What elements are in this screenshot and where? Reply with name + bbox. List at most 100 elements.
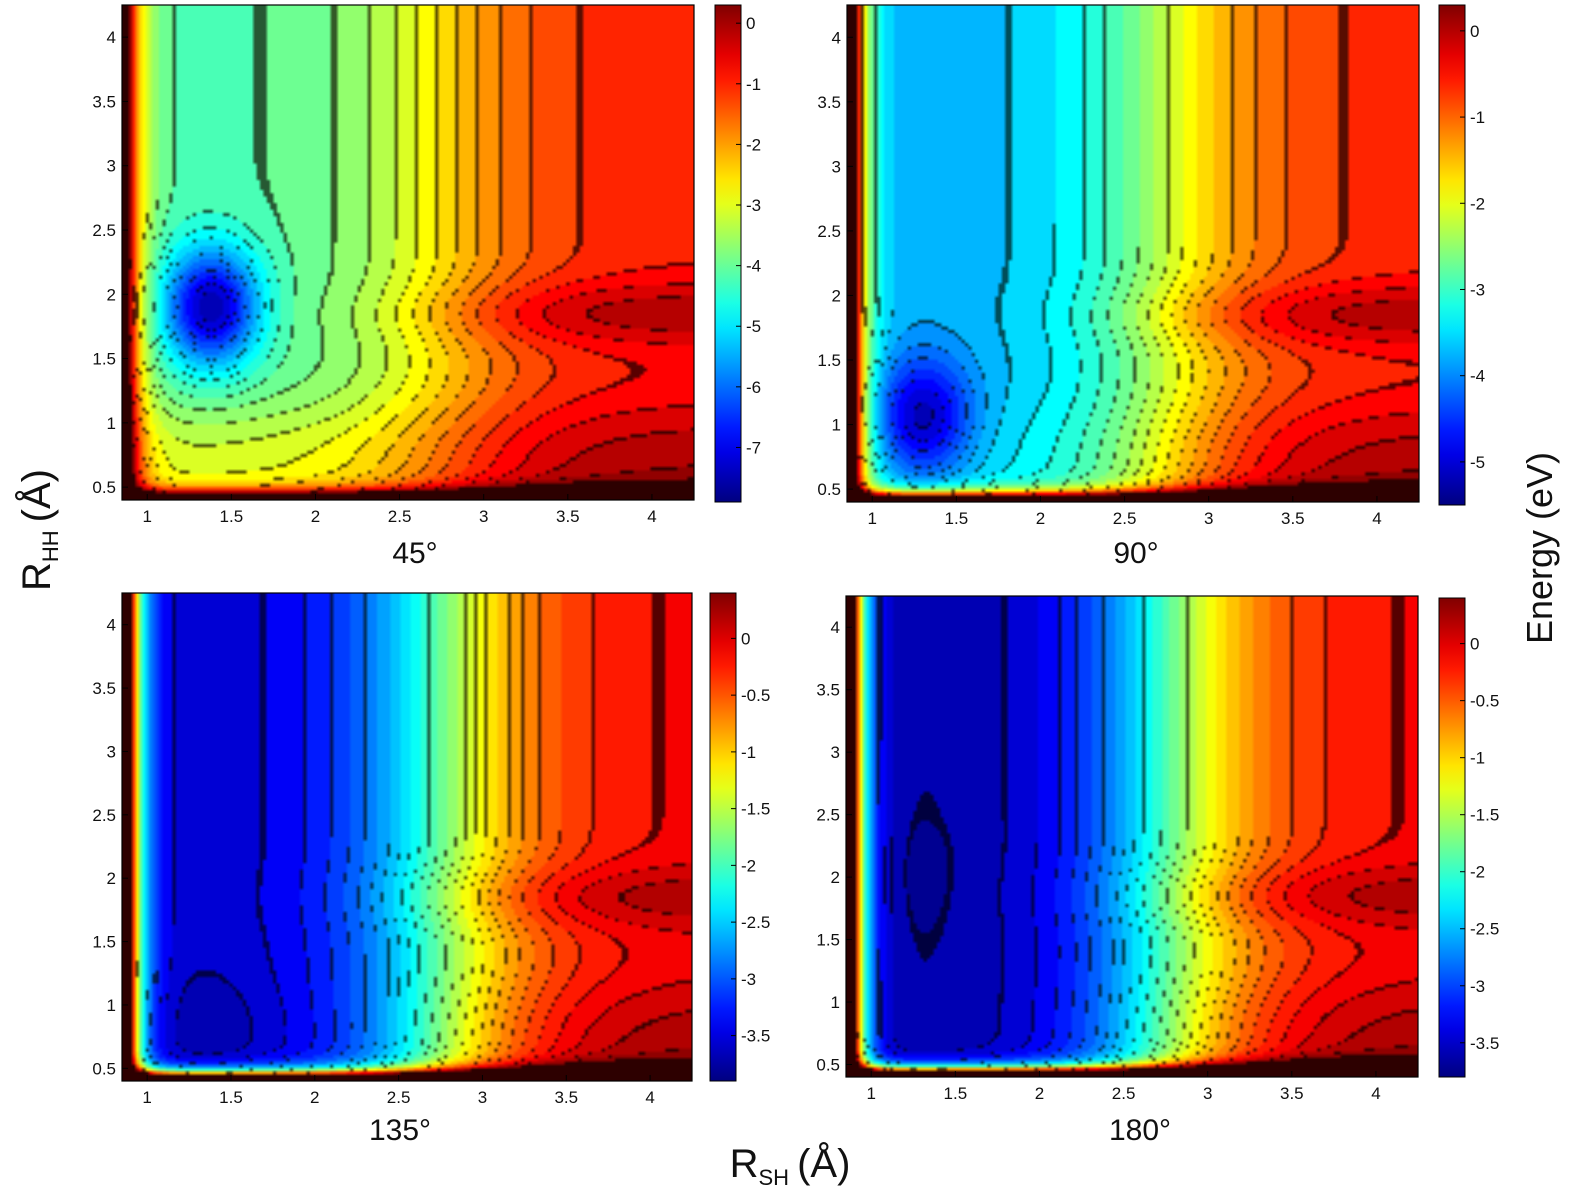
x-tick-label: 3 [1204,509,1213,528]
colorbar-tick-label: -2.5 [741,913,770,932]
x-tick-label: 1 [868,509,877,528]
colorbar-tick-label: -1.5 [741,800,770,819]
y-tick-label: 3.5 [92,92,116,111]
x-tick-label: 1 [867,1084,876,1103]
ylabel-unit: (Å) [14,469,59,522]
x-tick-label: 1.5 [220,507,244,526]
y-tick-label: 1 [107,414,116,433]
y-tick-label: 1.5 [92,933,116,952]
colorbar-tick-label: -7 [746,438,761,457]
x-tick-label: 3.5 [1280,1084,1304,1103]
panel-1: 1 1.5 2 2.5 3 3.5 4 0.5 1 1.5 2 2.5 3 3.5 4 45° 0 -1 -2 -3 -… [92,4,761,570]
contour-map [122,593,692,1081]
y-tick-label: 3 [831,743,840,762]
colorbar-tick-label: -5 [1470,453,1485,472]
y-tick-label: 1 [832,416,841,435]
x-tick-label: 3.5 [556,507,580,526]
xlabel-unit: (Å) [797,1141,850,1186]
x-tick-label: 2 [311,507,320,526]
panel-title: 135° [369,1114,431,1147]
colorbar-tick-label: -1 [1470,108,1485,127]
y-tick-label: 2.5 [92,221,116,240]
colorbar-tick-label: -4 [746,257,761,276]
x-tick-label: 4 [647,507,656,526]
colorbar [1438,4,1466,506]
panel-2: 1 1.5 2 2.5 3 3.5 4 0.5 1 1.5 2 2.5 3 3.5 4 90° 0 -1 -2 -3 -… [817,4,1485,570]
ylabel-main: R [15,562,59,591]
y-tick-label: 2.5 [816,806,840,825]
colorbar-tick-label: -1 [1470,749,1485,768]
colorbar [709,592,737,1082]
panel-title: 180° [1109,1114,1171,1147]
xlabel-sub: SH [759,1165,790,1190]
y-tick-label: 2.5 [92,806,116,825]
colorbar-tick-label: -2 [741,856,756,875]
y-tick-label: 1 [107,996,116,1015]
panel-title: 90° [1113,537,1158,570]
colorbar-tick-label: -4 [1470,367,1485,386]
colorbar [714,4,742,503]
colorbar-tick-label: -1.5 [1470,806,1499,825]
colorbar-tick-label: 0 [741,629,750,648]
y-tick-label: 2 [107,285,116,304]
colorbar-tick-label: -3.5 [1470,1034,1499,1053]
x-tick-label: 1 [142,1088,151,1107]
x-tick-label: 2 [310,1088,319,1107]
colorbar-tick-label: -2.5 [1470,920,1499,939]
x-tick-label: 4 [1372,509,1381,528]
colorbar [1438,597,1466,1078]
y-tick-label: 0.5 [816,1056,840,1075]
panels: 1 1.5 2 2.5 3 3.5 4 0.5 1 1.5 2 2.5 3 3.5 4 45° 0 -1 -2 -3 -… [92,4,1499,1147]
contour-map [122,5,694,500]
colorbar-tick-label: -0.5 [1470,692,1499,711]
x-tick-label: 4 [645,1088,654,1107]
xlabel-main: R [730,1142,759,1186]
y-tick-label: 1.5 [816,931,840,950]
colorbar-tick-label: 0 [746,14,755,33]
colorbar-tick-label: -2 [746,135,761,154]
colorbar-tick-label: -1 [746,75,761,94]
y-tick-label: 1.5 [92,350,116,369]
panel-4: 1 1.5 2 2.5 3 3.5 4 0.5 1 1.5 2 2.5 3 3.5 4 180° 0 -0.5 -1… [816,595,1499,1147]
y-tick-label: 0.5 [817,480,841,499]
y-tick-label: 4 [107,28,116,47]
y-tick-label: 1 [831,993,840,1012]
colorbar-tick-label: -3 [741,970,756,989]
y-tick-label: 3.5 [817,93,841,112]
colorbar-tick-label: -1 [741,743,756,762]
x-tick-label: 2.5 [388,507,412,526]
plot-frame [121,592,693,1082]
x-tick-label: 3 [478,1088,487,1107]
y-tick-label: 0.5 [92,1059,116,1078]
colorbar-tick-label: 0 [1470,22,1479,41]
colorbar-tick-label: -5 [746,317,761,336]
x-tick-label: 2.5 [1113,509,1137,528]
y-tick-label: 0.5 [92,478,116,497]
plot-frame [846,4,1420,503]
plot-frame [121,4,695,501]
ylabel-sub: HH [38,530,63,562]
colorbar-tick-label: -6 [746,378,761,397]
colorbar-label: Energy (eV) [1519,452,1560,644]
colorbar-tick-label: -0.5 [741,686,770,705]
x-tick-label: 1 [143,507,152,526]
y-tick-label: 3 [107,157,116,176]
contour-map [846,596,1418,1077]
colorbar-tick-label: 0 [1470,635,1479,654]
panel-title: 45° [392,537,437,570]
global-ylabel: RHH (Å) [14,469,63,591]
colorbar-tick-label: -3 [746,196,761,215]
x-tick-label: 2.5 [387,1088,411,1107]
y-tick-label: 3.5 [816,681,840,700]
y-tick-label: 1.5 [817,351,841,370]
x-tick-label: 3 [479,507,488,526]
x-tick-label: 1.5 [219,1088,243,1107]
x-tick-label: 4 [1371,1084,1380,1103]
x-tick-label: 2.5 [1112,1084,1136,1103]
panel-3: 1 1.5 2 2.5 3 3.5 4 0.5 1 1.5 2 2.5 3 3.5 4 135° 0 -0.5 -1… [92,592,770,1147]
plot-frame [845,595,1419,1078]
colorbar-tick-label: -3 [1470,977,1485,996]
y-tick-label: 3 [832,157,841,176]
y-tick-label: 2 [831,868,840,887]
